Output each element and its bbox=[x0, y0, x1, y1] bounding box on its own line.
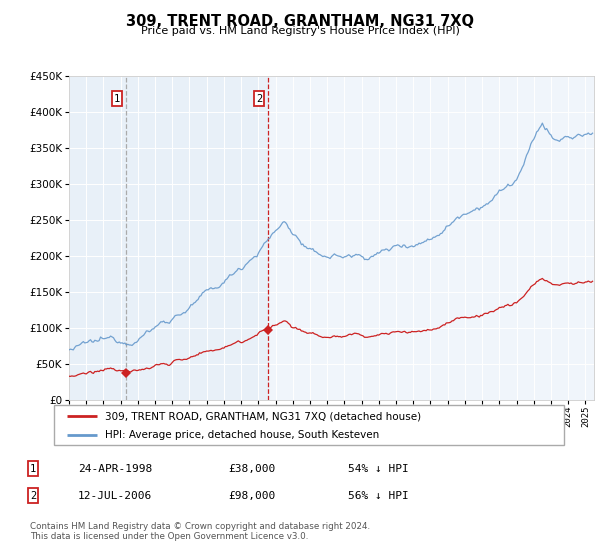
Text: 309, TRENT ROAD, GRANTHAM, NG31 7XQ: 309, TRENT ROAD, GRANTHAM, NG31 7XQ bbox=[126, 14, 474, 29]
Text: £98,000: £98,000 bbox=[228, 491, 275, 501]
Text: Contains HM Land Registry data © Crown copyright and database right 2024.
This d: Contains HM Land Registry data © Crown c… bbox=[30, 522, 370, 542]
Text: 24-APR-1998: 24-APR-1998 bbox=[78, 464, 152, 474]
Text: 2: 2 bbox=[256, 94, 262, 104]
Text: 12-JUL-2006: 12-JUL-2006 bbox=[78, 491, 152, 501]
Text: Price paid vs. HM Land Registry's House Price Index (HPI): Price paid vs. HM Land Registry's House … bbox=[140, 26, 460, 36]
Text: HPI: Average price, detached house, South Kesteven: HPI: Average price, detached house, Sout… bbox=[105, 430, 379, 440]
Text: 1: 1 bbox=[114, 94, 120, 104]
Text: 2: 2 bbox=[30, 491, 36, 501]
Text: 56% ↓ HPI: 56% ↓ HPI bbox=[348, 491, 409, 501]
Bar bbox=[69, 76, 268, 400]
Text: 1: 1 bbox=[30, 464, 36, 474]
Text: £38,000: £38,000 bbox=[228, 464, 275, 474]
Text: 54% ↓ HPI: 54% ↓ HPI bbox=[348, 464, 409, 474]
FancyBboxPatch shape bbox=[54, 405, 564, 445]
Text: 309, TRENT ROAD, GRANTHAM, NG31 7XQ (detached house): 309, TRENT ROAD, GRANTHAM, NG31 7XQ (det… bbox=[105, 411, 421, 421]
